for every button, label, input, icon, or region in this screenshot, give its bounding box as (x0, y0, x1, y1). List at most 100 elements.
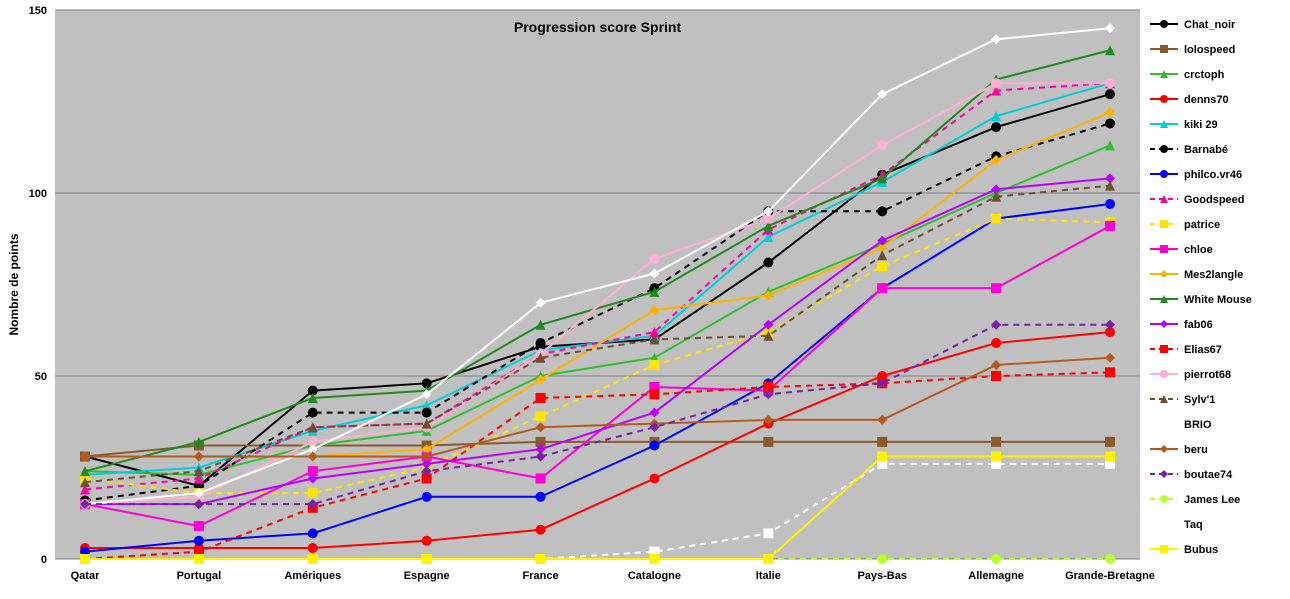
marker (1105, 89, 1115, 99)
marker (649, 554, 659, 564)
marker (649, 473, 659, 483)
marker (763, 528, 773, 538)
xtick-label: Espagne (404, 570, 450, 582)
marker (1160, 520, 1168, 528)
xtick-label: Portugal (177, 570, 222, 582)
marker (1105, 437, 1115, 447)
plot-bg (55, 10, 1140, 559)
marker (763, 258, 773, 268)
marker (1105, 199, 1115, 209)
marker (1160, 345, 1168, 353)
marker (991, 78, 1001, 88)
legend-label: James Lee (1184, 494, 1240, 506)
marker (877, 283, 887, 293)
marker (991, 338, 1001, 348)
marker (649, 254, 659, 264)
marker (308, 554, 318, 564)
marker (1160, 170, 1168, 178)
legend: Chat_noir lolospeed crctoph denns70 kiki 29 B… (1144, 12, 1286, 570)
marker (649, 441, 659, 451)
legend-label: beru (1184, 444, 1208, 456)
legend-label: Taq (1184, 519, 1203, 531)
legend-label: crctoph (1184, 69, 1225, 81)
marker (308, 528, 318, 538)
marker (536, 525, 546, 535)
marker (308, 408, 318, 418)
marker (308, 488, 318, 498)
legend-label: patrice (1184, 219, 1220, 231)
marker (1105, 554, 1115, 564)
xtick-label: Italie (756, 570, 781, 582)
xtick-label: Catalogne (628, 570, 681, 582)
marker (80, 554, 90, 564)
marker (536, 338, 546, 348)
xtick-label: Allemagne (968, 570, 1024, 582)
marker (1160, 495, 1168, 503)
xtick-label: Grande-Bretagne (1065, 570, 1155, 582)
legend-label: pierrot68 (1184, 369, 1231, 381)
marker (877, 452, 887, 462)
marker (877, 140, 887, 150)
marker (308, 543, 318, 553)
marker (422, 554, 432, 564)
marker (422, 536, 432, 546)
legend-label: Sylv'1 (1184, 394, 1215, 406)
ytick-label: 50 (35, 371, 47, 383)
marker (536, 411, 546, 421)
marker (763, 437, 773, 447)
legend-label: White Mouse (1184, 294, 1252, 306)
ytick-label: 0 (41, 554, 47, 566)
legend-label: Mes2langle (1184, 269, 1243, 281)
marker (194, 554, 204, 564)
ytick-label: 150 (29, 5, 47, 17)
chart-title: Progression score Sprint (514, 19, 682, 35)
marker (194, 536, 204, 546)
marker (991, 371, 1001, 381)
marker (194, 521, 204, 531)
xtick-label: Qatar (71, 570, 100, 582)
marker (991, 122, 1001, 132)
marker (991, 452, 1001, 462)
marker (536, 473, 546, 483)
marker (1160, 245, 1168, 253)
legend-label: kiki 29 (1184, 119, 1218, 131)
marker (536, 393, 546, 403)
marker (1105, 221, 1115, 231)
marker (1160, 145, 1168, 153)
legend-label: Goodspeed (1184, 194, 1245, 206)
legend-label: chloe (1184, 244, 1213, 256)
marker (991, 437, 1001, 447)
legend-label: lolospeed (1184, 44, 1235, 56)
legend-label: philco.vr46 (1184, 169, 1242, 181)
marker (1160, 20, 1168, 28)
marker (1160, 220, 1168, 228)
marker (991, 214, 1001, 224)
marker (536, 554, 546, 564)
marker (1105, 452, 1115, 462)
marker (877, 206, 887, 216)
marker (991, 554, 1001, 564)
marker (649, 360, 659, 370)
xtick-label: Pays-Bas (857, 570, 907, 582)
xtick-label: Amériques (284, 570, 341, 582)
marker (877, 437, 887, 447)
legend-label: Barnabé (1184, 144, 1228, 156)
marker (1160, 95, 1168, 103)
marker (649, 389, 659, 399)
legend-label: boutae74 (1184, 469, 1233, 481)
legend-label: Elias67 (1184, 344, 1222, 356)
marker (1105, 118, 1115, 128)
marker (1105, 367, 1115, 377)
marker (1160, 45, 1168, 53)
legend-label: BRIO (1184, 419, 1212, 431)
marker (1160, 545, 1168, 553)
xtick-label: France (523, 570, 559, 582)
marker (877, 554, 887, 564)
legend-label: fab06 (1184, 319, 1213, 331)
marker (991, 283, 1001, 293)
legend-label: Chat_noir (1184, 19, 1236, 31)
marker (1105, 78, 1115, 88)
y-axis-label: Nombre de points (7, 233, 21, 335)
legend-label: denns70 (1184, 94, 1229, 106)
marker (1160, 370, 1168, 378)
